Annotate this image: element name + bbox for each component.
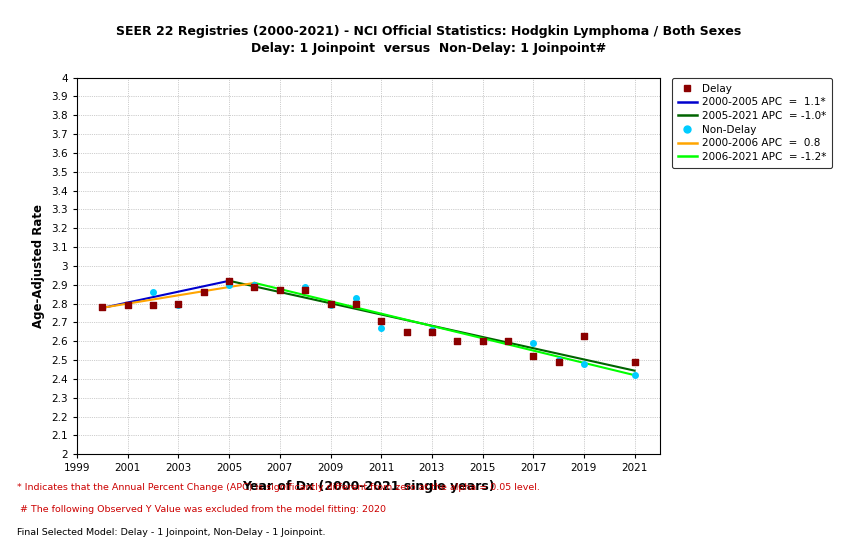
- Point: [501, 337, 515, 346]
- Point: [399, 327, 413, 336]
- Point: [96, 303, 110, 312]
- Point: [577, 331, 590, 340]
- Text: # The following Observed Y Value was excluded from the model fitting: 2020: # The following Observed Y Value was exc…: [17, 505, 387, 515]
- Point: [171, 299, 185, 308]
- Point: [273, 286, 287, 295]
- Point: [526, 352, 540, 361]
- Point: [476, 337, 489, 346]
- Point: [627, 357, 641, 366]
- Point: [450, 337, 464, 346]
- Point: [349, 294, 363, 302]
- Point: [171, 301, 185, 310]
- Y-axis label: Age-Adjusted Rate: Age-Adjusted Rate: [32, 204, 45, 328]
- Point: [248, 282, 261, 291]
- Text: SEER 22 Registries (2000-2021) - NCI Official Statistics: Hodgkin Lymphoma / Bot: SEER 22 Registries (2000-2021) - NCI Off…: [116, 25, 741, 38]
- Point: [501, 337, 515, 346]
- Point: [577, 360, 590, 368]
- Point: [121, 301, 135, 310]
- Point: [399, 327, 413, 336]
- Point: [298, 282, 312, 291]
- Point: [450, 337, 464, 346]
- Text: * Indicates that the Annual Percent Change (APC) is significantly different from: * Indicates that the Annual Percent Chan…: [17, 483, 540, 493]
- Point: [222, 280, 236, 289]
- Point: [273, 286, 287, 295]
- Point: [324, 299, 338, 308]
- Point: [96, 303, 110, 312]
- Text: Final Selected Model: Delay - 1 Joinpoint, Non-Delay - 1 Joinpoint.: Final Selected Model: Delay - 1 Joinpoin…: [17, 527, 326, 537]
- Point: [375, 316, 388, 325]
- X-axis label: Year of Dx (2000-2021 single years): Year of Dx (2000-2021 single years): [243, 480, 494, 493]
- Legend: Delay, 2000-2005 APC  =  1.1*, 2005-2021 APC  = -1.0*, Non-Delay, 2000-2006 APC : Delay, 2000-2005 APC = 1.1*, 2005-2021 A…: [672, 78, 832, 168]
- Point: [552, 357, 566, 366]
- Point: [324, 301, 338, 310]
- Point: [627, 371, 641, 379]
- Point: [222, 276, 236, 285]
- Text: Delay: 1 Joinpoint  versus  Non-Delay: 1 Joinpoint#: Delay: 1 Joinpoint versus Non-Delay: 1 J…: [251, 42, 606, 54]
- Point: [425, 327, 439, 336]
- Point: [349, 299, 363, 308]
- Point: [425, 326, 439, 335]
- Point: [526, 338, 540, 347]
- Point: [147, 288, 160, 297]
- Point: [248, 280, 261, 289]
- Point: [298, 286, 312, 295]
- Point: [476, 337, 489, 346]
- Point: [197, 288, 211, 297]
- Point: [147, 301, 160, 310]
- Point: [197, 288, 211, 297]
- Point: [375, 324, 388, 332]
- Point: [121, 301, 135, 310]
- Point: [552, 356, 566, 365]
